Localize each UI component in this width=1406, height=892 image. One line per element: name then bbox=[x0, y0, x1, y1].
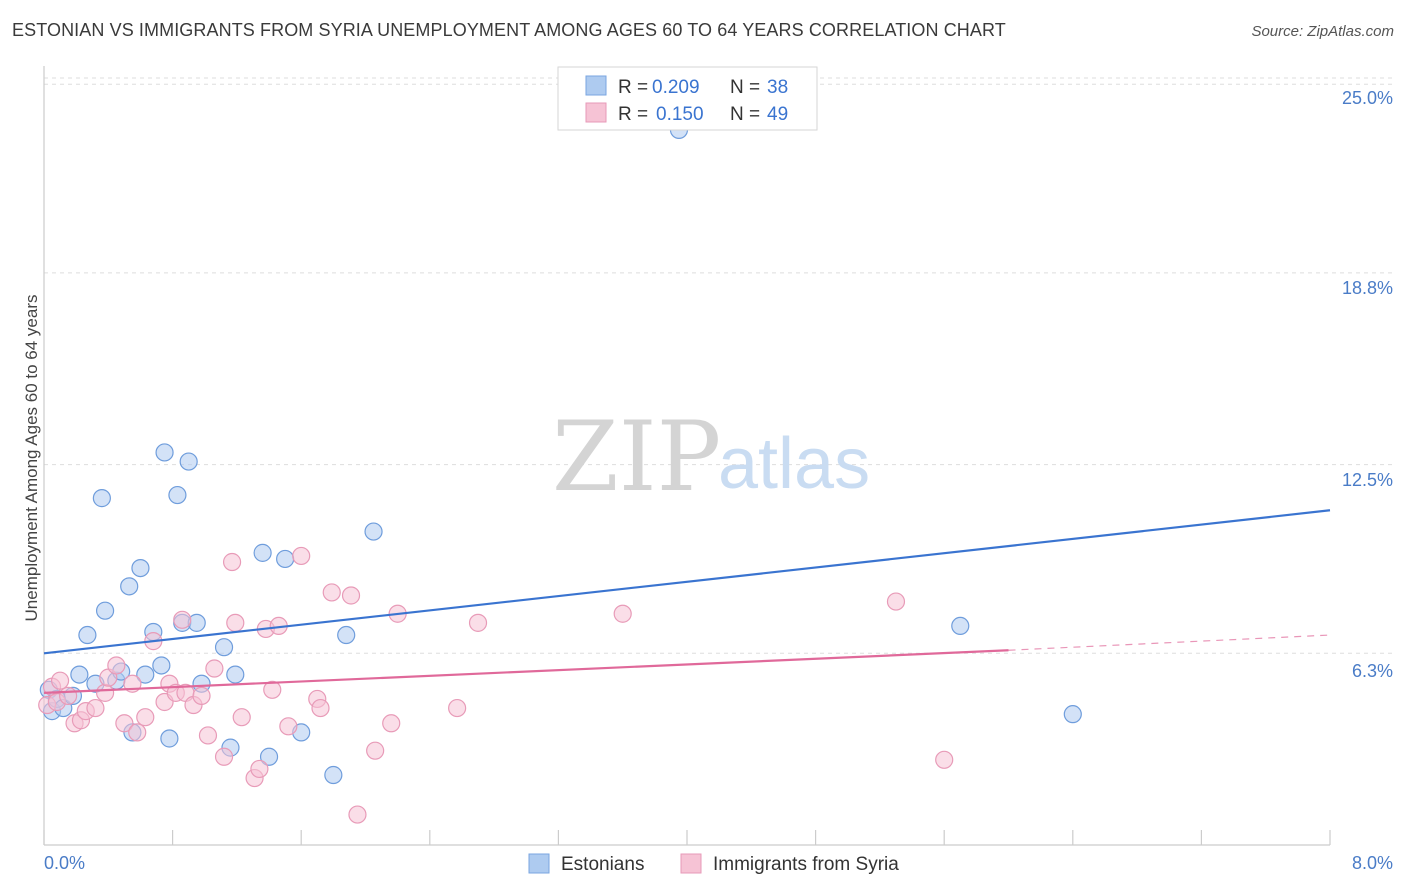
x-tick-label-min: 0.0% bbox=[44, 853, 85, 873]
bottom-legend-label-syria: Immigrants from Syria bbox=[713, 854, 899, 875]
estonians-point bbox=[92, 489, 111, 508]
bottom-legend-swatch-estonians bbox=[528, 853, 550, 874]
bottom-legend-swatch-syria bbox=[680, 853, 702, 874]
y-tick-label: 25.0% bbox=[1342, 88, 1393, 108]
estonians-point bbox=[364, 522, 383, 541]
syria-point bbox=[613, 604, 632, 623]
estonians-trend-line bbox=[43, 509, 1331, 655]
syria-point bbox=[59, 686, 78, 705]
series-legend: Estonians Immigrants from Syria bbox=[528, 853, 899, 875]
syria-point bbox=[50, 671, 70, 690]
estonians-point bbox=[324, 765, 343, 785]
syria-point bbox=[95, 683, 115, 702]
y-tick-label: 18.8% bbox=[1342, 278, 1393, 298]
syria-point bbox=[214, 747, 234, 766]
syria-point bbox=[448, 698, 467, 718]
bottom-legend-label-estonians: Estonians bbox=[561, 854, 644, 875]
y-axis-label: Unemployment Among Ages 60 to 64 years bbox=[22, 295, 41, 622]
syria-point bbox=[263, 680, 282, 699]
legend-r-value: 0.209 bbox=[652, 77, 700, 98]
syria-point bbox=[222, 552, 242, 572]
legend-swatch-syria bbox=[585, 102, 607, 123]
syria-point bbox=[226, 613, 245, 632]
estonians-point bbox=[1063, 705, 1082, 724]
syria-point bbox=[341, 586, 361, 605]
syria-point bbox=[86, 698, 105, 718]
syria-point bbox=[205, 659, 224, 678]
estonians-point bbox=[214, 638, 234, 657]
syria-points bbox=[38, 546, 954, 824]
syria-point bbox=[115, 714, 134, 733]
syria-point bbox=[173, 610, 192, 629]
estonians-point bbox=[276, 549, 295, 569]
estonians-point bbox=[179, 452, 198, 471]
estonians-point bbox=[259, 747, 279, 766]
gridlines bbox=[44, 77, 1394, 654]
source-label: Source: ZipAtlas.com bbox=[1251, 23, 1394, 40]
legend-r-label: R = bbox=[618, 104, 648, 125]
watermark-zip: ZIP bbox=[552, 401, 721, 513]
estonians-point bbox=[95, 601, 115, 620]
estonians-point bbox=[951, 616, 970, 636]
estonians-point bbox=[152, 656, 171, 675]
syria-point bbox=[128, 723, 147, 742]
x-tick-label-max: 8.0% bbox=[1352, 853, 1393, 873]
legend-r-label: R = bbox=[618, 77, 648, 98]
y-tick-label: 12.5% bbox=[1342, 470, 1393, 490]
estonians-point bbox=[70, 665, 89, 684]
x-axis-ticks bbox=[43, 830, 1331, 845]
watermark-atlas: atlas bbox=[718, 424, 870, 504]
syria-point bbox=[468, 613, 488, 632]
estonians-point bbox=[136, 665, 155, 684]
estonians-point bbox=[155, 443, 174, 462]
syria-point bbox=[348, 805, 367, 824]
syria-point bbox=[311, 698, 330, 718]
legend-n-label: N = bbox=[730, 77, 760, 98]
syria-point bbox=[322, 583, 341, 602]
estonians-point bbox=[253, 543, 272, 562]
estonians-point bbox=[337, 625, 356, 645]
correlation-legend: R = 0.209 N = 38 R = 0.150 N = 49 bbox=[557, 66, 818, 131]
y-tick-labels: 6.3% 12.5% 18.8% 25.0% bbox=[1342, 88, 1393, 681]
trend-lines bbox=[43, 509, 1331, 694]
estonians-point bbox=[168, 485, 187, 505]
legend-r-value: 0.150 bbox=[656, 104, 704, 125]
syria-point bbox=[250, 759, 269, 779]
legend-n-value: 49 bbox=[767, 104, 788, 125]
estonians-point bbox=[226, 665, 245, 684]
syria-point bbox=[192, 686, 211, 705]
syria-trend-line bbox=[43, 649, 1009, 694]
chart-title: ESTONIAN VS IMMIGRANTS FROM SYRIA UNEMPL… bbox=[12, 20, 1006, 40]
syria-point bbox=[292, 546, 311, 566]
syria-point bbox=[886, 592, 906, 611]
estonians-point bbox=[120, 577, 139, 596]
syria-point bbox=[279, 717, 298, 736]
estonians-point bbox=[131, 558, 150, 578]
syria-point bbox=[366, 741, 385, 760]
legend-n-value: 38 bbox=[767, 77, 788, 98]
estonians-point bbox=[160, 729, 179, 748]
syria-point bbox=[232, 708, 251, 727]
syria-point bbox=[136, 708, 155, 727]
legend-n-label: N = bbox=[730, 104, 760, 125]
syria-point bbox=[107, 656, 126, 675]
estonians-point bbox=[78, 625, 97, 645]
y-tick-label: 6.3% bbox=[1352, 661, 1393, 681]
syria-point bbox=[382, 714, 401, 733]
legend-swatch-estonians bbox=[585, 75, 607, 96]
syria-point bbox=[935, 750, 954, 769]
syria-trend-extension bbox=[1008, 634, 1331, 651]
syria-point bbox=[198, 726, 218, 745]
